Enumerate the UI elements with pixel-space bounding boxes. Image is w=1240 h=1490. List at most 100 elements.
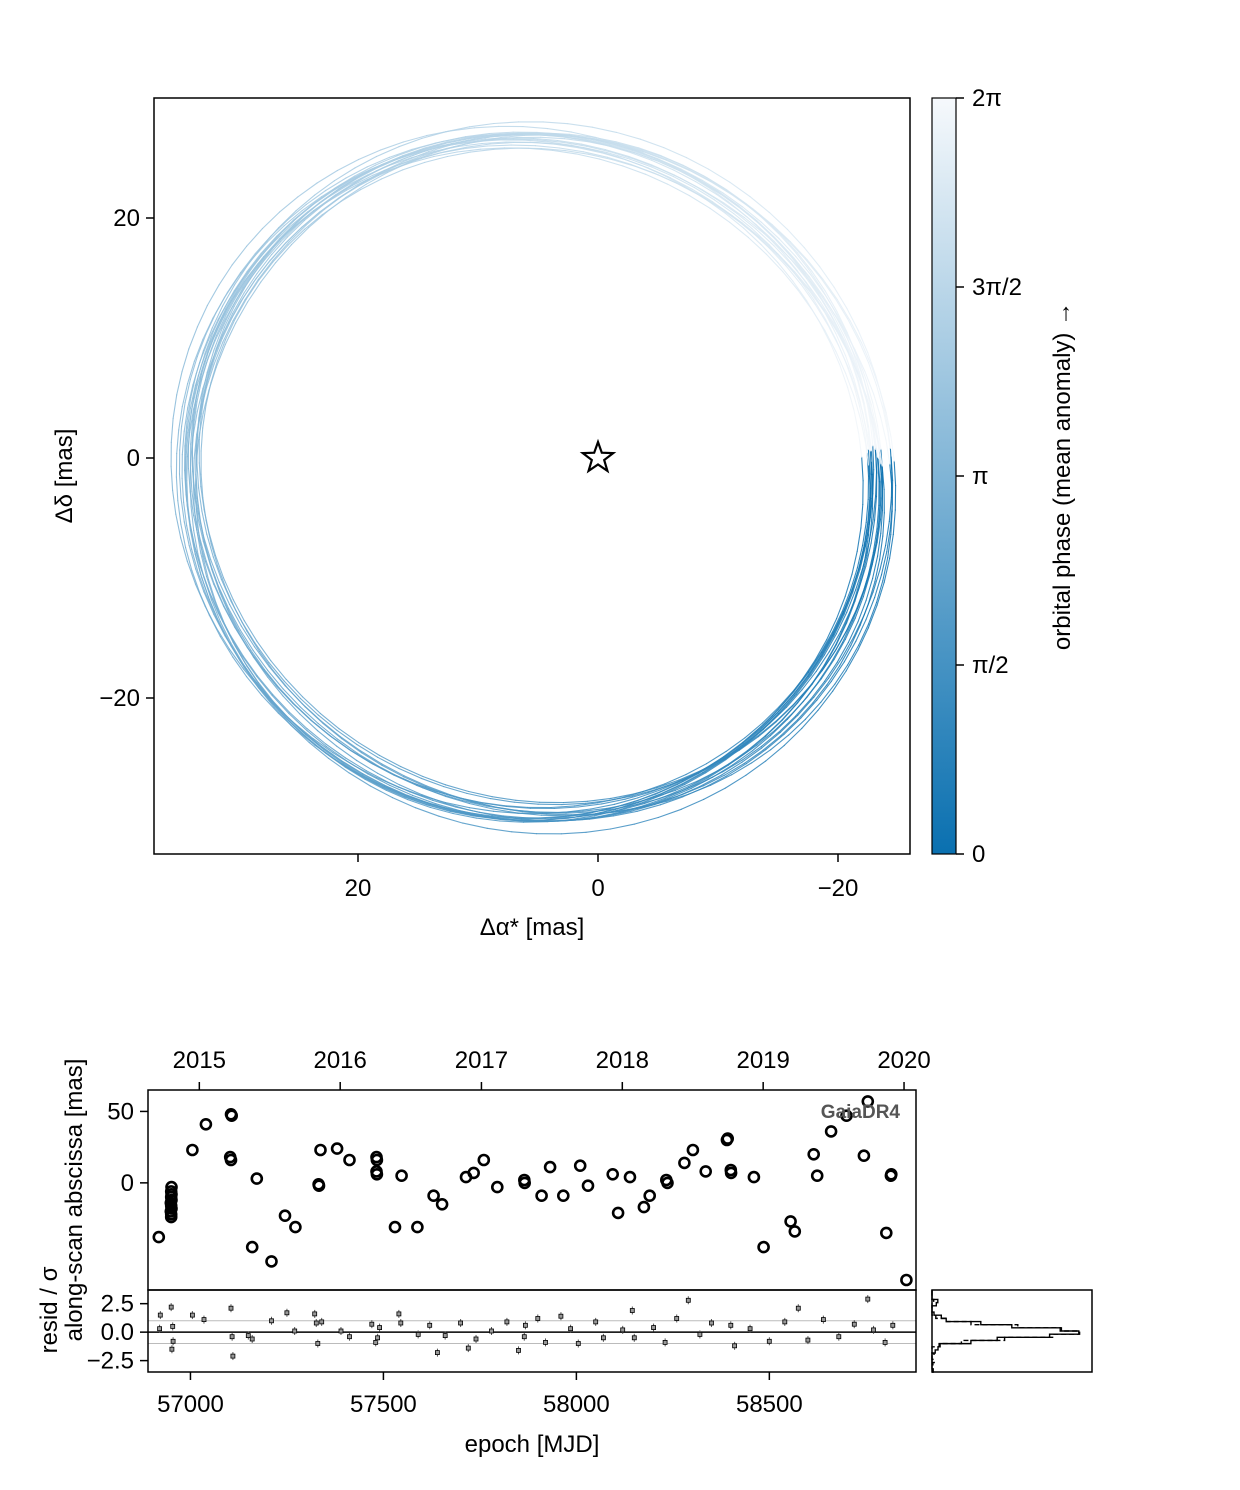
orbit-segment <box>200 552 208 577</box>
orbit-segment <box>656 160 680 172</box>
abscissa-point <box>164 1210 178 1224</box>
orbit-segment <box>212 310 224 333</box>
orbit-segment <box>340 188 362 202</box>
residual-point <box>766 1338 772 1344</box>
orbit-segment <box>517 147 542 150</box>
orbit-segment <box>802 682 819 703</box>
orbit-segment <box>846 332 857 356</box>
orbit-segment <box>841 636 855 659</box>
residual-point <box>631 1335 637 1341</box>
orbit-segment <box>857 380 865 405</box>
residual-point <box>157 1312 163 1318</box>
orbit-segment <box>398 767 422 779</box>
orbit-segment <box>591 126 618 133</box>
residual-point <box>168 1304 174 1310</box>
orbit-segment <box>807 651 822 673</box>
orbit-segment <box>801 709 819 730</box>
residual-point <box>662 1340 668 1345</box>
orbit-segment <box>424 155 448 163</box>
orbit-segment <box>756 729 776 746</box>
residual-point <box>871 1327 876 1333</box>
orbit-segment <box>175 476 179 502</box>
orbit-segment <box>831 613 844 637</box>
orbit-segment <box>759 719 778 736</box>
orbit-segment <box>262 234 280 253</box>
orbit-segment <box>228 648 245 670</box>
orbit-segment <box>202 555 210 581</box>
orbit-segment <box>546 133 573 137</box>
orbit-segment <box>493 810 519 814</box>
orbit-segment <box>242 267 257 289</box>
orbit-segment <box>191 548 199 573</box>
orbit-segment <box>579 139 606 146</box>
orbit-segment <box>468 790 493 798</box>
orbit-segment <box>687 775 710 788</box>
orbit-segment <box>245 279 260 300</box>
orbit-segment <box>365 172 388 185</box>
orbit-segment <box>845 649 859 672</box>
orbit-segment <box>532 137 559 142</box>
orbit-segment <box>738 736 759 751</box>
orbit-segment <box>377 772 400 786</box>
orbit-segment <box>749 196 770 213</box>
orbit-segment <box>450 138 476 145</box>
orbit-segment <box>751 228 770 246</box>
orbit-segment <box>588 153 613 161</box>
orbit-segment <box>874 448 878 474</box>
orbit-segment <box>469 148 495 153</box>
orbit-segment <box>461 138 486 143</box>
orbit-segment <box>680 798 705 810</box>
residual-point <box>338 1328 344 1334</box>
orbit-segment <box>722 759 744 773</box>
orbit-segment <box>334 181 357 196</box>
orbit-segment <box>637 793 661 804</box>
orbit-segment <box>557 139 583 145</box>
orbit-segment <box>230 635 244 657</box>
orbit-segment <box>880 551 888 576</box>
orbit-segment <box>198 412 204 438</box>
residual-point <box>821 1317 826 1322</box>
orbit-segment <box>770 734 790 751</box>
orbit-segment <box>611 159 636 167</box>
orbit-segment <box>774 713 793 731</box>
orbit-segment <box>197 517 204 542</box>
orbit-segment <box>503 805 529 808</box>
orbit-segment <box>498 133 524 137</box>
residual-histogram-step <box>931 1290 1080 1373</box>
orbit-segment <box>865 597 876 621</box>
orbit-segment <box>214 318 226 342</box>
orbit-segment <box>550 805 575 809</box>
orbit-segment <box>400 766 424 778</box>
orbit-segment <box>642 797 666 807</box>
orbit-segment <box>207 318 219 342</box>
orbit-segment <box>543 817 569 821</box>
orbit-segment <box>737 744 758 760</box>
orbit-segment <box>462 822 488 829</box>
orbit-segment <box>777 232 795 252</box>
orbit-segment <box>304 214 323 230</box>
orbit-segment <box>196 378 203 403</box>
orbit-segment <box>283 210 303 227</box>
orbit-segment <box>180 537 188 562</box>
orbit-segment <box>541 811 568 815</box>
orbit-segment <box>701 771 724 783</box>
orbit-segment <box>854 596 864 620</box>
orbit-segment <box>477 815 503 820</box>
orbit-segment <box>870 404 877 429</box>
orbit-segment <box>341 760 364 775</box>
residual-point <box>782 1319 788 1325</box>
orbit-segment <box>233 285 247 307</box>
orbit-panel: 20 0 −20 20 0 −20 Δα* [mas] Δδ [mas] <box>51 97 911 941</box>
orbit-segment <box>672 175 695 189</box>
orbit-segment <box>225 288 238 310</box>
orbit-segment <box>755 223 775 242</box>
orbit-segment <box>844 340 856 364</box>
phase-colorbar: 0 π/2 π 3π/2 2π orbital phase (mean anomaly)… <box>931 85 1076 868</box>
orbit-segment <box>473 125 500 129</box>
orbit-x-label: Δα* [mas] <box>480 914 585 941</box>
year-tick-label: 2017 <box>455 1047 508 1074</box>
orbit-segment <box>693 186 716 201</box>
orbit-segment <box>202 327 213 352</box>
orbit-segment <box>862 521 867 546</box>
orbit-segment <box>757 721 777 738</box>
